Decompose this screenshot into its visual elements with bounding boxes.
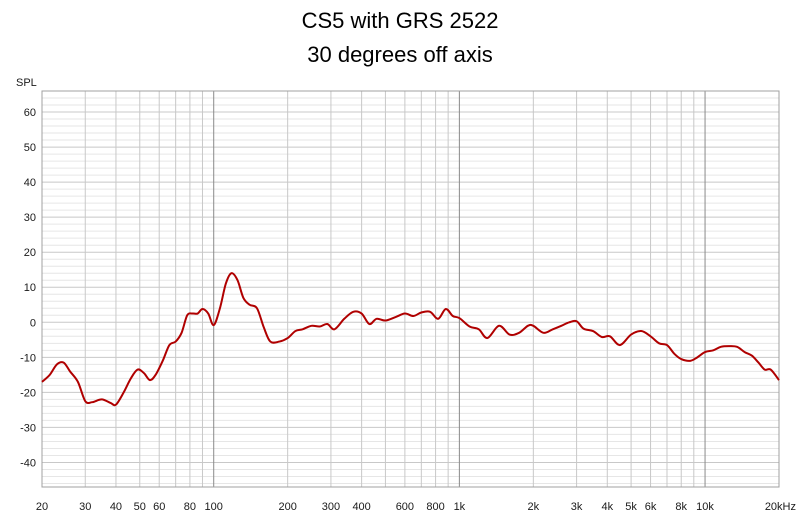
y-axis-label: SPL — [16, 77, 37, 89]
x-tick-label: 40 — [110, 501, 122, 513]
y-tick-label: 10 — [24, 282, 36, 294]
y-tick-label: -40 — [20, 457, 36, 469]
y-tick-label: 20 — [24, 247, 36, 259]
y-tick-label: 40 — [24, 177, 36, 189]
x-tick-label: 600 — [396, 501, 414, 513]
x-tick-label: 3k — [571, 501, 583, 513]
series-line-spl — [41, 272, 780, 407]
y-tick-label: 0 — [30, 317, 36, 329]
y-tick-label: -30 — [20, 422, 36, 434]
x-tick-label: 30 — [79, 501, 91, 513]
x-tick-label: 400 — [352, 501, 370, 513]
x-tick-label: 6k — [645, 501, 657, 513]
x-tick-label: 60 — [153, 501, 165, 513]
plot-area — [42, 91, 779, 487]
x-tick-label: 50 — [134, 501, 146, 513]
y-tick-label: 60 — [24, 107, 36, 119]
x-tick-label: 800 — [426, 501, 444, 513]
y-tick-label: -20 — [20, 387, 36, 399]
x-tick-label: 200 — [278, 501, 296, 513]
x-tick-label: 4k — [601, 501, 613, 513]
x-tick-label: 300 — [322, 501, 340, 513]
x-tick-label: 8k — [675, 501, 687, 513]
x-tick-label: 100 — [205, 501, 223, 513]
x-tick-label: 20kHz — [765, 501, 796, 513]
chart-title: CS5 with GRS 2522 — [301, 8, 499, 33]
x-tick-label: 10k — [696, 501, 714, 513]
chart-subtitle: 30 degrees off axis — [307, 42, 493, 67]
x-tick-label: 2k — [528, 501, 540, 513]
y-tick-label: 30 — [24, 212, 36, 224]
x-tick-label: 5k — [625, 501, 637, 513]
plot-frame — [41, 90, 780, 488]
x-tick-label: 20 — [36, 501, 48, 513]
x-tick-label: 1k — [454, 501, 466, 513]
y-tick-label: 50 — [24, 142, 36, 154]
x-tick-label: 80 — [184, 501, 196, 513]
y-tick-label: -10 — [20, 352, 36, 364]
